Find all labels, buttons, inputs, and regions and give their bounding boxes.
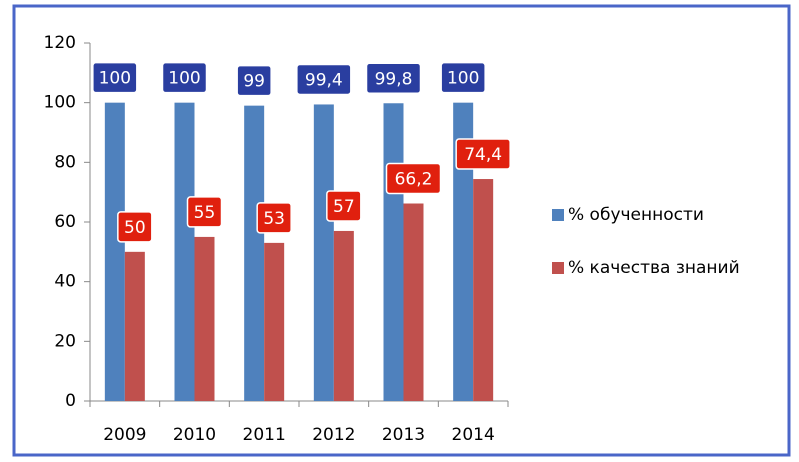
- data-label-box: [186, 196, 223, 228]
- data-label-box: [455, 138, 511, 170]
- bar: [453, 102, 474, 402]
- bar: [473, 179, 494, 401]
- bar: [333, 230, 354, 401]
- data-label-box: [326, 190, 362, 222]
- data-label: 53: [263, 209, 285, 229]
- data-label: 100: [99, 69, 131, 89]
- bar: [403, 203, 424, 401]
- y-tick-label: 120: [44, 33, 76, 53]
- data-label: 50: [124, 218, 146, 238]
- y-tick-label: 0: [65, 391, 76, 411]
- y-tick-label: 40: [54, 272, 76, 292]
- data-label-box: [117, 211, 153, 243]
- data-label: 57: [333, 197, 355, 217]
- data-label-box: [385, 162, 442, 195]
- data-label: 99: [243, 72, 265, 92]
- y-tick-label: 80: [54, 152, 76, 172]
- legend-swatch: [552, 209, 564, 221]
- data-label-box: [236, 64, 272, 97]
- legend-label: % качества знаний: [568, 258, 740, 278]
- data-label-box: [365, 62, 422, 95]
- data-label: 100: [447, 69, 479, 89]
- x-tick-label: 2014: [452, 425, 495, 445]
- y-tick-label: 100: [44, 93, 76, 113]
- y-tick-label: 60: [54, 212, 76, 232]
- data-label-box: [296, 63, 352, 96]
- bar: [194, 236, 215, 401]
- data-label: 100: [168, 69, 200, 89]
- y-tick-label: 20: [54, 331, 76, 351]
- data-label: 66,2: [395, 170, 433, 190]
- data-label-box: [92, 61, 138, 94]
- bar: [264, 242, 285, 401]
- bar: [104, 102, 125, 402]
- x-tick-label: 2009: [103, 425, 146, 445]
- data-label: 99,4: [305, 70, 343, 90]
- bar: [383, 103, 404, 401]
- x-tick-label: 2012: [312, 425, 355, 445]
- data-label-box: [440, 61, 486, 94]
- bar: [313, 104, 334, 401]
- legend-swatch: [552, 262, 564, 274]
- data-label-box: [256, 202, 292, 234]
- data-label: 99,8: [375, 69, 413, 89]
- x-tick-label: 2011: [243, 425, 286, 445]
- bar: [174, 102, 195, 402]
- x-tick-label: 2010: [173, 425, 216, 445]
- bar: [124, 251, 145, 401]
- data-label-box: [161, 61, 208, 94]
- bar: [244, 105, 265, 402]
- data-label: 55: [194, 203, 216, 223]
- data-label: 74,4: [464, 145, 502, 165]
- x-tick-label: 2013: [382, 425, 425, 445]
- legend-label: % обученности: [568, 205, 704, 225]
